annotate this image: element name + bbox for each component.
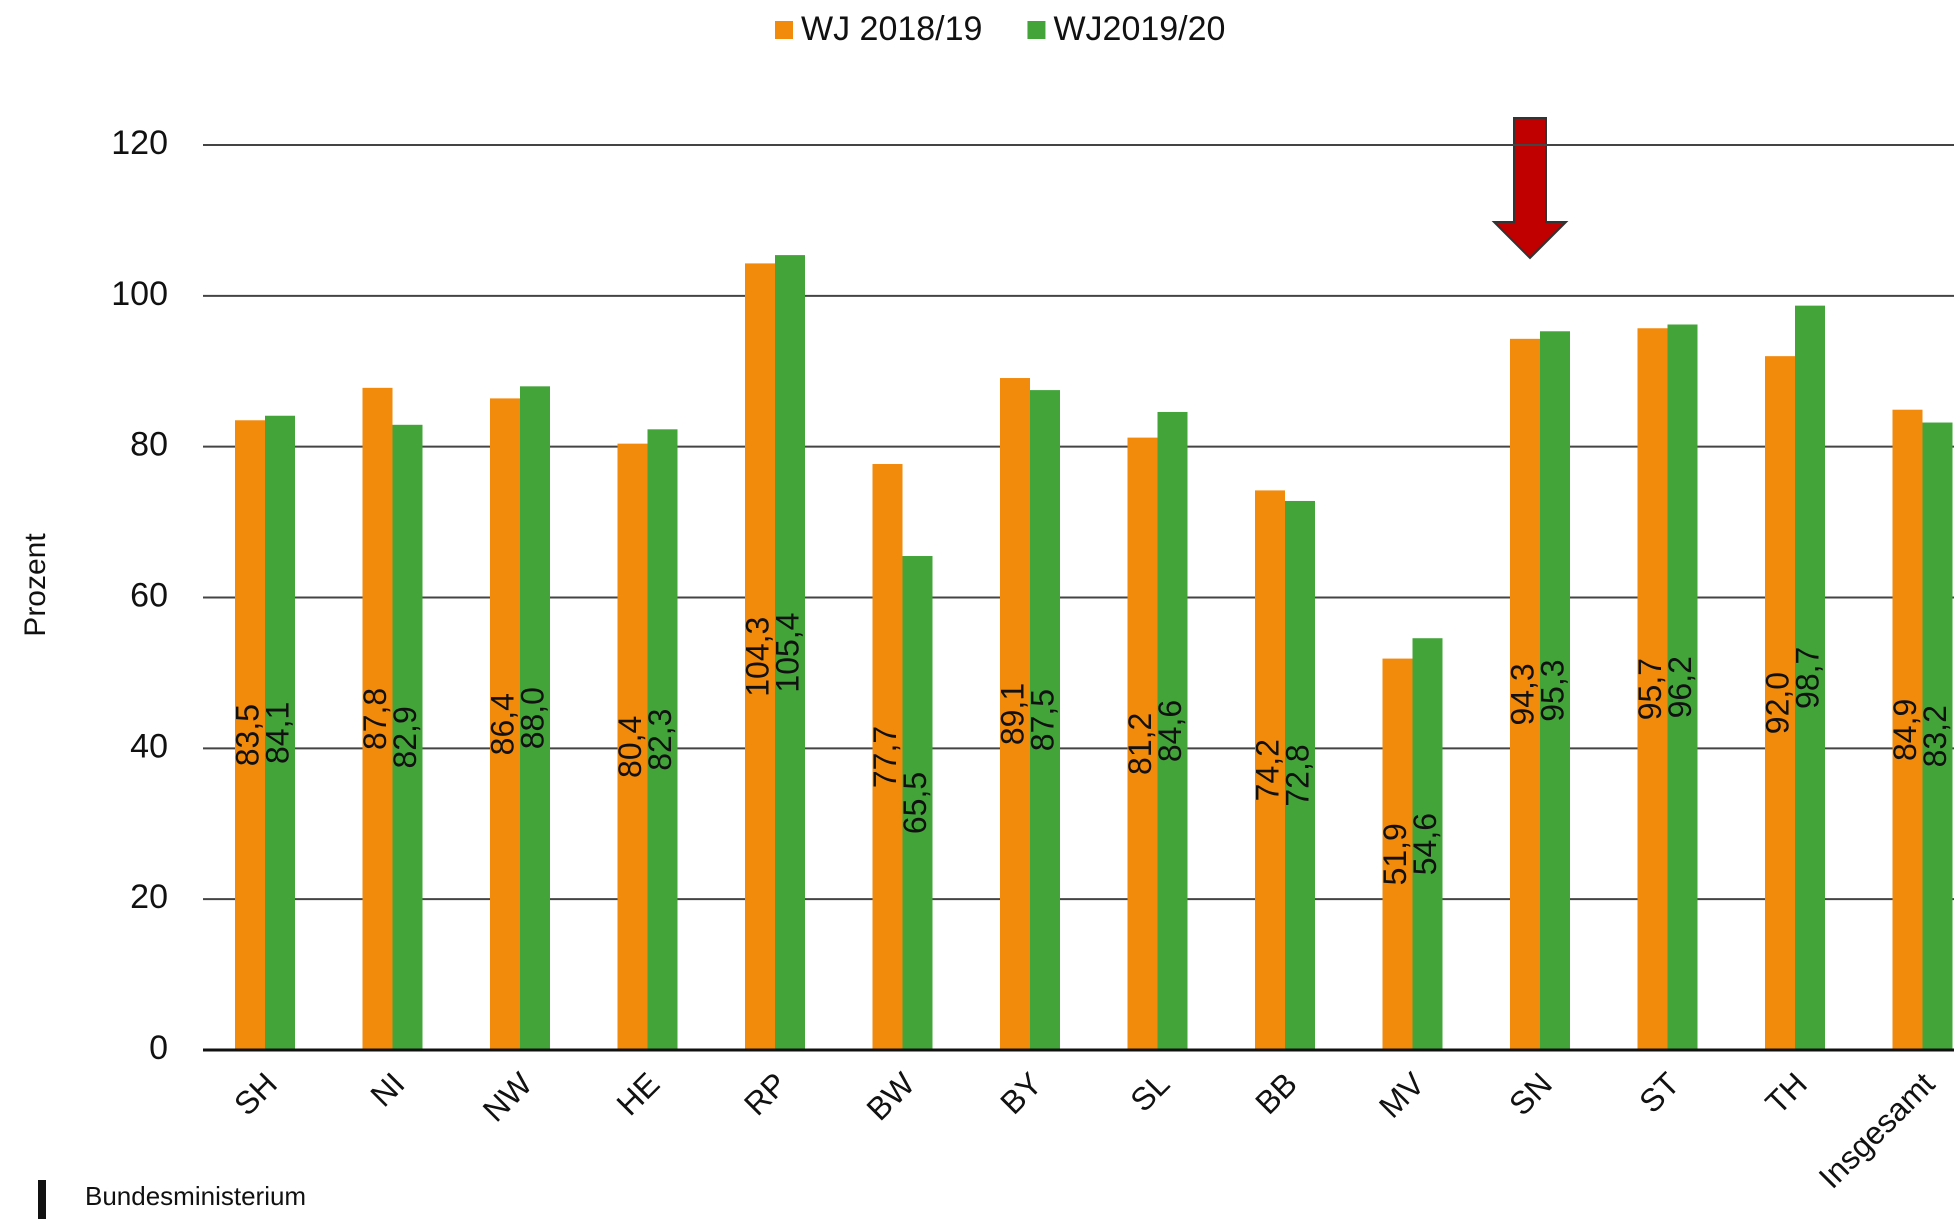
bar	[520, 386, 550, 1050]
x-tick-label: SH	[227, 1065, 284, 1122]
bar	[1637, 328, 1668, 1050]
x-tick-label: BW	[860, 1065, 922, 1127]
legend-label: WJ2019/20	[1053, 10, 1225, 48]
value-label: 95,3	[1534, 659, 1570, 721]
value-label: 89,1	[994, 683, 1030, 745]
x-tick-label: Insgesamt	[1812, 1065, 1942, 1195]
bar	[1892, 409, 1923, 1050]
bar	[1667, 324, 1698, 1050]
bar	[745, 263, 775, 1050]
value-label: 77,7	[867, 726, 903, 788]
bar	[1127, 437, 1158, 1050]
value-label: 83,5	[229, 704, 265, 766]
value-label: 82,3	[642, 709, 678, 771]
bar	[1030, 390, 1060, 1051]
value-label: 80,4	[612, 716, 648, 778]
x-tick-label: SN	[1502, 1065, 1559, 1122]
legend-swatch	[775, 21, 793, 39]
value-label: 94,3	[1504, 663, 1540, 725]
y-tick-label: 0	[149, 1029, 168, 1067]
x-tick-label: MV	[1372, 1065, 1432, 1125]
value-label: 104,3	[739, 617, 775, 697]
x-tick-label: RP	[737, 1065, 794, 1122]
y-tick-label: 20	[130, 878, 168, 916]
x-tick-label: TH	[1758, 1065, 1814, 1121]
legend-label: WJ 2018/19	[801, 10, 982, 48]
value-label: 87,8	[357, 688, 393, 750]
value-label: 95,7	[1632, 658, 1668, 720]
bar	[1540, 331, 1570, 1050]
value-label: 84,9	[1887, 699, 1923, 761]
value-label: 54,6	[1407, 813, 1443, 875]
value-label: 74,2	[1249, 739, 1285, 801]
x-tick-label: HE	[610, 1065, 667, 1122]
x-tick-label: NI	[363, 1065, 411, 1113]
legend-swatch	[1027, 21, 1046, 39]
value-label: 51,9	[1377, 823, 1413, 885]
bar	[1157, 411, 1188, 1051]
bar	[1285, 500, 1315, 1050]
value-label: 84,1	[259, 702, 295, 764]
value-label: 96,2	[1662, 656, 1698, 718]
bar	[392, 424, 423, 1050]
bar	[1510, 338, 1540, 1051]
x-tick-label: ST	[1632, 1065, 1686, 1119]
value-label: 65,5	[897, 772, 933, 834]
value-label: 98,7	[1789, 647, 1825, 709]
bar	[775, 255, 805, 1050]
y-tick-label: 80	[130, 426, 168, 464]
bar	[902, 556, 933, 1050]
bar	[362, 387, 393, 1050]
value-label: 105,4	[769, 613, 805, 693]
footer: Bundesministerium	[85, 1181, 306, 1211]
bar	[617, 443, 648, 1050]
value-label: 72,8	[1279, 744, 1315, 806]
value-label: 88,0	[514, 687, 550, 749]
bar	[872, 464, 903, 1050]
bar	[647, 429, 678, 1051]
y-tick-label: 40	[130, 727, 168, 765]
bar	[1412, 638, 1443, 1050]
bar	[490, 398, 520, 1050]
bar	[1255, 490, 1285, 1050]
bar	[1795, 305, 1825, 1050]
value-label: 81,2	[1122, 713, 1158, 775]
bar	[1922, 422, 1953, 1050]
bar	[1000, 378, 1030, 1051]
x-tick-label: BB	[1248, 1065, 1304, 1121]
x-tick-label: SL	[1123, 1065, 1176, 1118]
y-axis-label: Prozent	[19, 533, 52, 637]
bar	[235, 420, 265, 1050]
value-label: 82,9	[387, 706, 423, 768]
bar	[1382, 658, 1413, 1050]
y-tick-label: 120	[111, 124, 168, 162]
arrow-annotation	[1491, 117, 1569, 260]
value-label: 83,2	[1917, 705, 1953, 767]
value-label: 92,0	[1759, 672, 1795, 734]
y-tick-label: 100	[111, 275, 168, 313]
value-label: 87,5	[1024, 689, 1060, 751]
logo-bar	[38, 1180, 46, 1219]
x-tick-label: NW	[476, 1065, 540, 1129]
y-tick-label: 60	[130, 576, 168, 614]
x-tick-label: BY	[993, 1065, 1049, 1121]
bar	[265, 415, 295, 1050]
bar	[1765, 356, 1795, 1051]
value-label: 86,4	[484, 693, 520, 755]
value-label: 84,6	[1152, 700, 1188, 762]
